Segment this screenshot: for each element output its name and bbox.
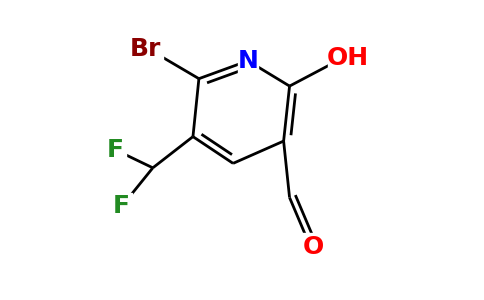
Bar — [106, 136, 126, 164]
Bar — [128, 34, 163, 64]
Text: OH: OH — [326, 46, 369, 70]
Bar — [302, 233, 325, 260]
Bar — [238, 47, 258, 74]
Text: Br: Br — [130, 37, 161, 61]
Text: F: F — [107, 138, 124, 162]
Bar — [328, 43, 367, 73]
Text: N: N — [238, 49, 258, 73]
Text: O: O — [302, 235, 324, 259]
Bar — [111, 193, 132, 220]
Text: F: F — [113, 194, 130, 218]
